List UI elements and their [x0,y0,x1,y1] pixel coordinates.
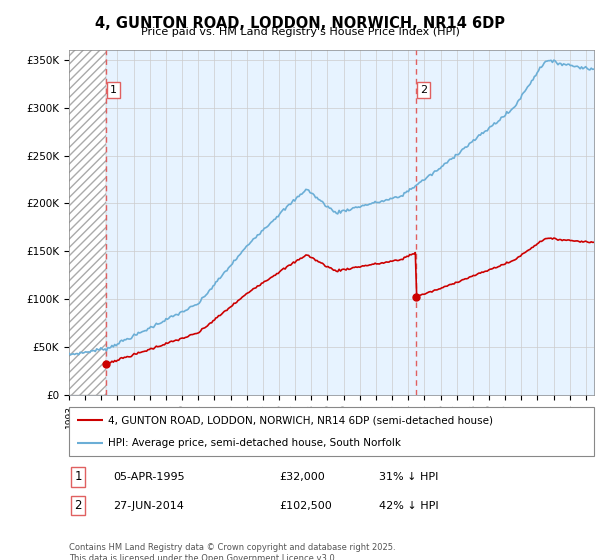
Text: 1: 1 [74,470,82,483]
Text: HPI: Average price, semi-detached house, South Norfolk: HPI: Average price, semi-detached house,… [109,438,401,448]
Text: 42% ↓ HPI: 42% ↓ HPI [379,501,439,511]
Text: 4, GUNTON ROAD, LODDON, NORWICH, NR14 6DP: 4, GUNTON ROAD, LODDON, NORWICH, NR14 6D… [95,16,505,31]
Text: £102,500: £102,500 [279,501,332,511]
Text: 27-JUN-2014: 27-JUN-2014 [113,501,185,511]
Text: 05-APR-1995: 05-APR-1995 [113,472,185,482]
Text: 2: 2 [420,85,427,95]
Text: 31% ↓ HPI: 31% ↓ HPI [379,472,438,482]
Text: 1: 1 [110,85,117,95]
Text: 4, GUNTON ROAD, LODDON, NORWICH, NR14 6DP (semi-detached house): 4, GUNTON ROAD, LODDON, NORWICH, NR14 6D… [109,416,493,426]
FancyBboxPatch shape [69,407,594,456]
Text: Price paid vs. HM Land Registry's House Price Index (HPI): Price paid vs. HM Land Registry's House … [140,27,460,37]
Text: 2: 2 [74,499,82,512]
Text: Contains HM Land Registry data © Crown copyright and database right 2025.
This d: Contains HM Land Registry data © Crown c… [69,543,395,560]
Text: £32,000: £32,000 [279,472,325,482]
